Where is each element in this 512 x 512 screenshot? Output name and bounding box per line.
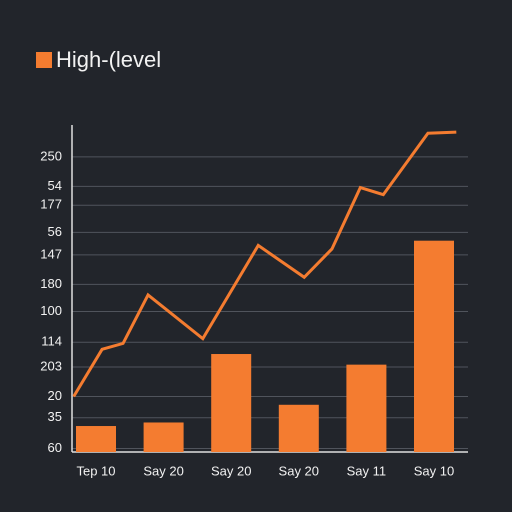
y-tick-label: 54 (48, 178, 62, 193)
y-tick-label: 203 (40, 358, 62, 373)
bar (346, 364, 387, 452)
bar (414, 240, 454, 452)
bar (278, 404, 319, 452)
x-tick-label: Tep 10 (76, 463, 115, 478)
x-tick-label: Say 20 (211, 463, 251, 478)
y-tick-label: 100 (40, 303, 62, 318)
bar (211, 354, 252, 452)
x-tick-label: Say 10 (414, 463, 454, 478)
legend-swatch (36, 52, 52, 68)
legend-label: High-(level (56, 47, 161, 72)
y-tick-label: 35 (48, 409, 62, 424)
line (72, 130, 457, 398)
y-tick-label: 60 (48, 440, 62, 455)
y-tick-label: 114 (41, 334, 62, 349)
bar (76, 426, 116, 452)
x-tick-label: Say 20 (143, 463, 183, 478)
y-tick-label: 250 (40, 148, 62, 163)
y-tick-label: 180 (40, 276, 62, 291)
bar (143, 422, 184, 452)
y-tick-label: 20 (48, 388, 62, 403)
y-tick-label: 147 (40, 246, 62, 261)
y-tick-label: 56 (48, 224, 62, 239)
y-tick-label: 177 (40, 197, 62, 212)
x-tick-label: Say 11 (347, 463, 387, 478)
x-tick-label: Say 20 (279, 463, 319, 478)
